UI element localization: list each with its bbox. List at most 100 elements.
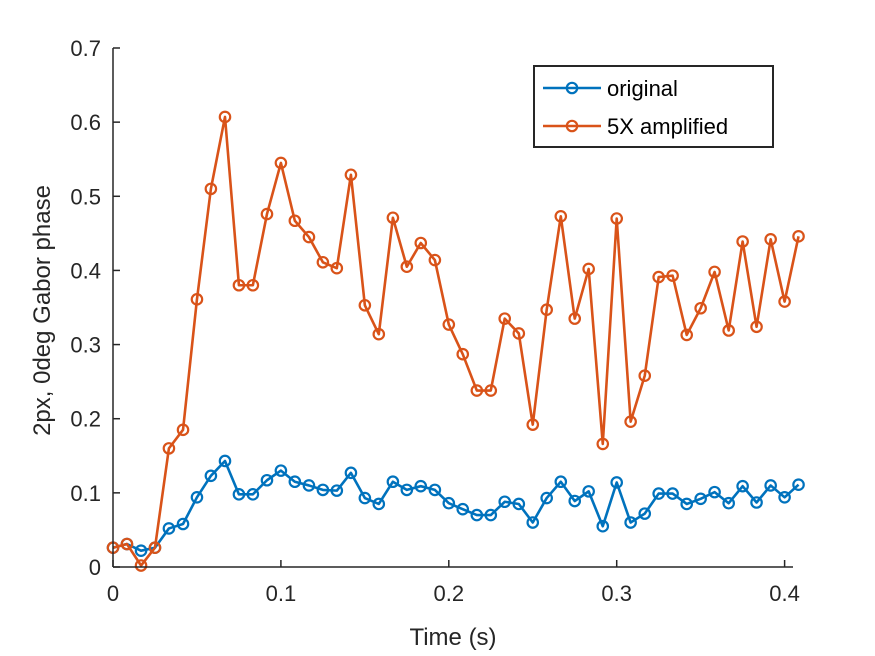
data-point <box>750 496 763 509</box>
data-point <box>372 497 386 511</box>
data-point <box>190 491 204 504</box>
data-point <box>666 269 679 282</box>
data-point <box>288 214 302 228</box>
legend-box <box>533 65 774 148</box>
series-line <box>112 115 800 567</box>
data-point <box>596 437 610 451</box>
data-point <box>554 210 568 223</box>
data-point <box>344 466 358 480</box>
data-point <box>750 320 763 334</box>
data-point <box>218 110 232 124</box>
data-point <box>708 265 721 279</box>
data-point <box>484 384 498 397</box>
data-point <box>414 479 428 493</box>
data-point <box>386 475 400 489</box>
legend-label: original <box>607 76 678 101</box>
data-point <box>274 156 288 170</box>
data-point <box>596 519 610 533</box>
data-point <box>610 476 624 489</box>
legend-entry[interactable]: original <box>543 76 678 101</box>
data-point <box>582 262 595 276</box>
y-axis-label: 2px, 0deg Gabor phase <box>29 185 56 436</box>
data-point <box>386 211 400 225</box>
data-point <box>526 418 540 431</box>
y-tick-label: 0.4 <box>70 258 101 283</box>
data-point <box>344 168 358 182</box>
legend-marker-swatch <box>565 81 579 95</box>
x-tick-label: 0.4 <box>769 581 800 606</box>
data-point <box>736 479 749 493</box>
data-point <box>610 212 624 225</box>
data-point <box>680 497 694 511</box>
data-point <box>526 516 540 529</box>
data-point <box>316 483 330 497</box>
data-point <box>162 522 176 535</box>
data-point <box>442 318 456 331</box>
y-axis-ticks: 0 0.1 0.2 0.3 0.4 0.5 0.6 0.7 <box>70 36 120 580</box>
data-point <box>778 295 791 308</box>
data-point <box>120 537 134 551</box>
data-point <box>722 496 735 510</box>
legend-entry[interactable]: 5X amplified <box>543 114 728 139</box>
y-tick-label: 0.5 <box>70 184 101 209</box>
x-tick-label: 0.1 <box>266 581 297 606</box>
data-point <box>652 270 665 284</box>
data-point <box>764 232 777 246</box>
y-tick-label: 0.7 <box>70 36 101 61</box>
data-point <box>232 278 246 292</box>
data-point <box>414 236 428 250</box>
y-tick-label: 0.2 <box>70 407 101 432</box>
data-point <box>428 483 442 497</box>
legend-marker-swatch <box>565 119 579 133</box>
series-amplified <box>106 110 805 572</box>
legend[interactable]: original 5X amplified <box>533 65 774 148</box>
data-point <box>582 485 595 498</box>
data-point <box>456 502 470 516</box>
data-point <box>456 347 470 361</box>
data-point <box>260 207 274 221</box>
x-axis-ticks: 0 0.1 0.2 0.3 0.4 <box>107 560 800 606</box>
data-point <box>316 255 330 269</box>
data-point <box>708 485 721 499</box>
data-point <box>302 230 316 244</box>
data-point <box>176 423 190 437</box>
data-point <box>540 491 553 505</box>
data-point <box>568 494 582 508</box>
data-point <box>274 464 288 477</box>
data-point <box>652 487 665 500</box>
data-point <box>190 293 204 306</box>
data-point <box>288 475 302 489</box>
data-point <box>736 235 749 248</box>
x-tick-label: 0.3 <box>601 581 632 606</box>
data-point <box>330 484 344 497</box>
data-point <box>498 495 512 509</box>
data-point <box>778 491 791 504</box>
data-point <box>470 508 484 522</box>
data-point <box>204 182 218 196</box>
data-point <box>568 312 582 325</box>
data-point <box>638 369 652 383</box>
x-axis-label: Time (s) <box>409 624 496 651</box>
data-point <box>624 516 637 529</box>
data-point <box>792 230 805 243</box>
data-point <box>694 301 707 315</box>
data-point <box>470 384 484 397</box>
series-layer <box>106 110 805 572</box>
data-point <box>134 544 148 557</box>
data-point <box>442 496 456 510</box>
y-tick-label: 0.1 <box>70 481 101 506</box>
data-point <box>358 298 372 312</box>
data-point <box>512 327 526 340</box>
y-tick-label: 0.3 <box>70 333 101 358</box>
data-point <box>176 517 190 531</box>
data-point <box>540 303 553 317</box>
data-point <box>666 487 679 500</box>
plot-area <box>106 110 805 572</box>
data-point <box>260 473 274 487</box>
data-point <box>694 492 707 506</box>
data-point <box>554 475 568 489</box>
data-point <box>302 479 316 492</box>
x-tick-label: 0.2 <box>434 581 465 606</box>
data-point <box>638 507 652 520</box>
